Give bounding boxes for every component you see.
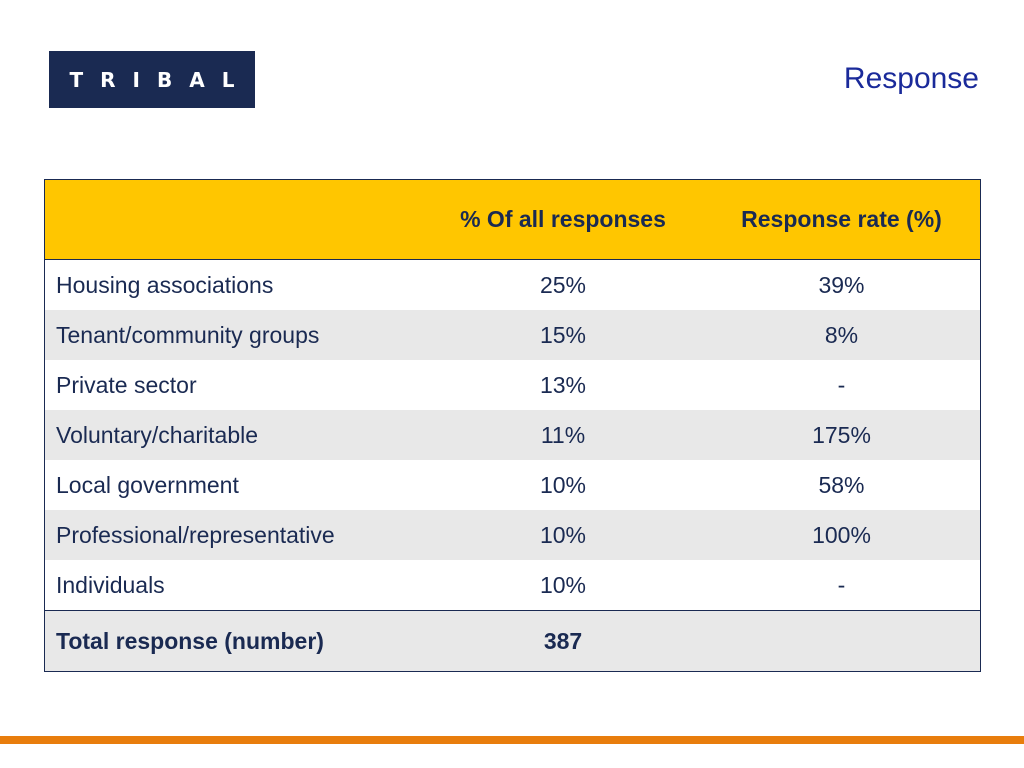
row-label: Voluntary/charitable bbox=[44, 410, 423, 460]
logo-text: TRIBAL bbox=[69, 67, 252, 92]
row-response-rate: 175% bbox=[703, 410, 981, 460]
total-label: Total response (number) bbox=[44, 610, 423, 672]
column-header-pct-all: % Of all responses bbox=[423, 179, 703, 260]
table-row: Individuals 10% - bbox=[44, 560, 981, 611]
row-response-rate: 39% bbox=[703, 259, 981, 310]
table-row: Professional/representative 10% 100% bbox=[44, 510, 981, 560]
table-row: Local government 10% 58% bbox=[44, 460, 981, 510]
row-pct-all: 13% bbox=[423, 360, 703, 410]
row-pct-all: 25% bbox=[423, 259, 703, 310]
row-label: Professional/representative bbox=[44, 510, 423, 560]
row-response-rate: 8% bbox=[703, 310, 981, 360]
row-pct-all: 15% bbox=[423, 310, 703, 360]
row-pct-all: 10% bbox=[423, 460, 703, 510]
row-response-rate: - bbox=[703, 360, 981, 410]
tribal-logo: TRIBAL bbox=[49, 51, 255, 108]
row-response-rate: 58% bbox=[703, 460, 981, 510]
table-row: Voluntary/charitable 11% 175% bbox=[44, 410, 981, 460]
table-row: Tenant/community groups 15% 8% bbox=[44, 310, 981, 360]
total-rate bbox=[703, 610, 981, 672]
row-pct-all: 11% bbox=[423, 410, 703, 460]
table-row: Private sector 13% - bbox=[44, 360, 981, 410]
table-row: Housing associations 25% 39% bbox=[44, 259, 981, 310]
row-response-rate: 100% bbox=[703, 510, 981, 560]
page-title: Response bbox=[843, 62, 979, 95]
row-pct-all: 10% bbox=[423, 560, 703, 611]
column-header-category bbox=[44, 179, 423, 260]
row-label: Local government bbox=[44, 460, 423, 510]
row-label: Individuals bbox=[44, 560, 423, 611]
row-label: Private sector bbox=[44, 360, 423, 410]
table-header-row: % Of all responses Response rate (%) bbox=[44, 179, 981, 260]
row-label: Tenant/community groups bbox=[44, 310, 423, 360]
footer-accent-bar bbox=[0, 736, 1024, 744]
row-response-rate: - bbox=[703, 560, 981, 611]
response-table: % Of all responses Response rate (%) Hou… bbox=[44, 179, 981, 672]
column-header-response-rate: Response rate (%) bbox=[703, 179, 981, 260]
total-value: 387 bbox=[423, 610, 703, 672]
row-label: Housing associations bbox=[44, 259, 423, 310]
total-row: Total response (number) 387 bbox=[44, 610, 981, 672]
row-pct-all: 10% bbox=[423, 510, 703, 560]
